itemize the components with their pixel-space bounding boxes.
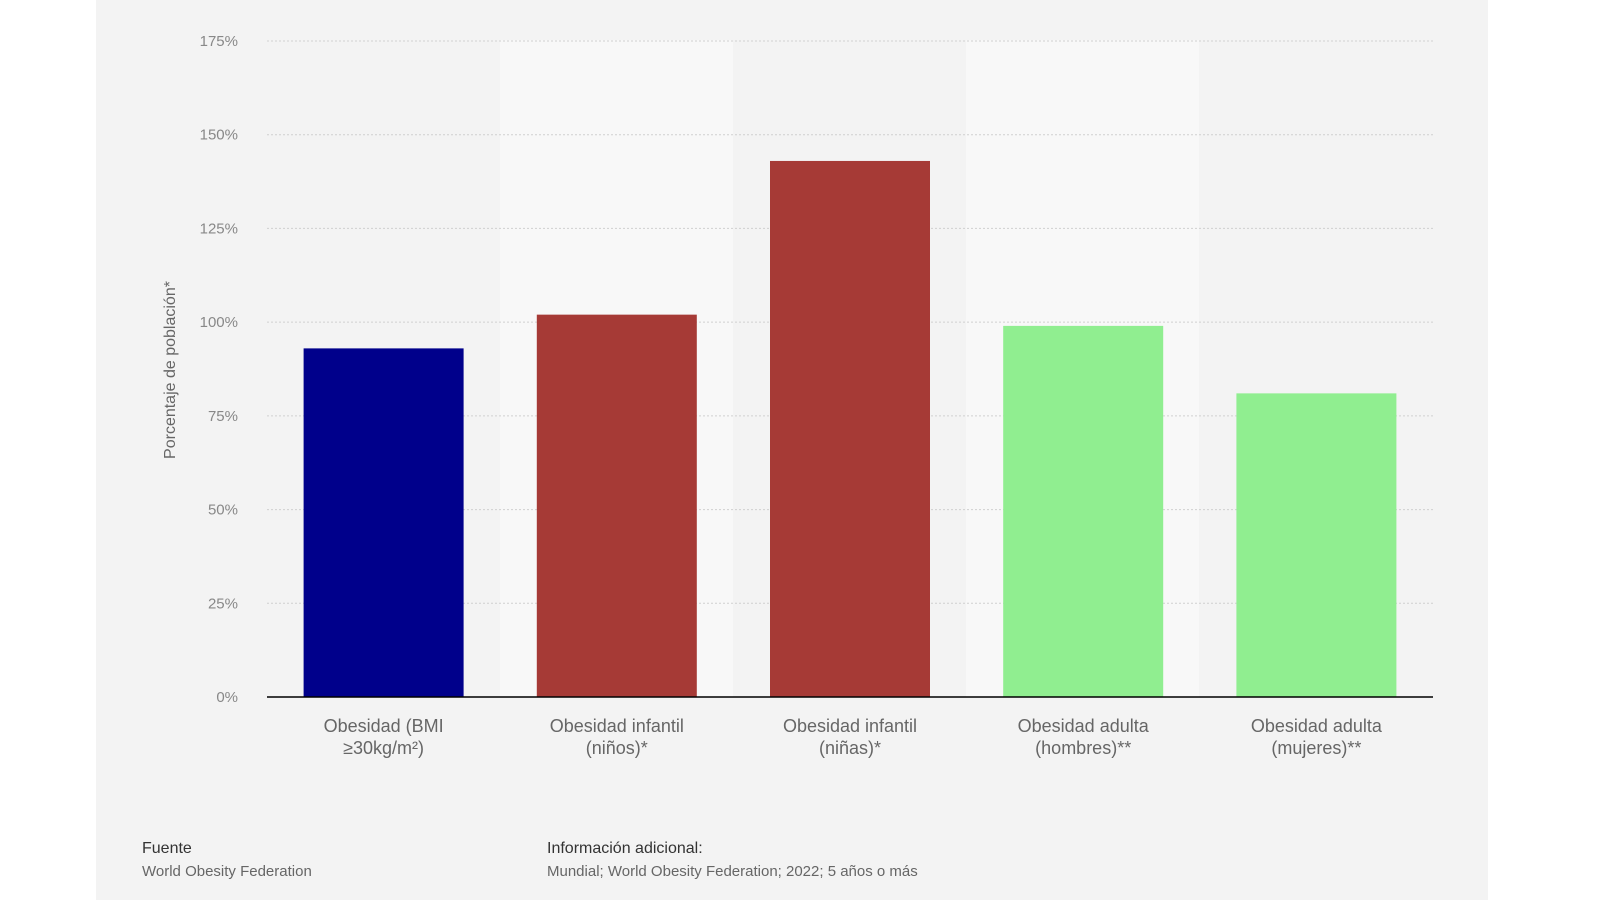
- info-label: Información adicional:: [547, 840, 703, 857]
- x-tick-label: Obesidad adulta: [1018, 716, 1150, 736]
- y-axis-label: Porcentaje de población*: [162, 281, 179, 459]
- x-tick-label: Obesidad infantil: [550, 716, 684, 736]
- source: World Obesity Federation: [142, 863, 312, 880]
- x-tick-label: (niños)*: [586, 738, 648, 758]
- bar: [1236, 393, 1397, 697]
- bar: [1003, 325, 1164, 697]
- y-tick-label: 100%: [200, 314, 238, 331]
- x-tick-label: (hombres)**: [1035, 738, 1131, 758]
- info: Mundial; World Obesity Federation; 2022;…: [547, 863, 918, 880]
- x-tick-label: Obesidad adulta: [1251, 716, 1383, 736]
- x-tick-label: (niñas)*: [819, 738, 881, 758]
- y-tick-label: 125%: [200, 220, 238, 237]
- y-tick-label: 175%: [200, 33, 238, 50]
- x-tick-label: Obesidad (BMI: [324, 716, 444, 736]
- bar: [770, 160, 930, 697]
- bar: [536, 314, 697, 697]
- y-tick-label: 50%: [208, 502, 238, 519]
- y-tick-label: 150%: [200, 127, 238, 144]
- x-tick-label: (mujeres)**: [1271, 738, 1361, 758]
- y-tick-label: 25%: [208, 595, 238, 612]
- x-tick-label: ≥30kg/m²): [343, 738, 424, 758]
- bar: [303, 348, 464, 697]
- x-tick-label: Obesidad infantil: [783, 716, 917, 736]
- y-tick-label: 0%: [216, 689, 238, 706]
- source-label: Fuente: [142, 840, 192, 857]
- y-tick-label: 75%: [208, 408, 238, 425]
